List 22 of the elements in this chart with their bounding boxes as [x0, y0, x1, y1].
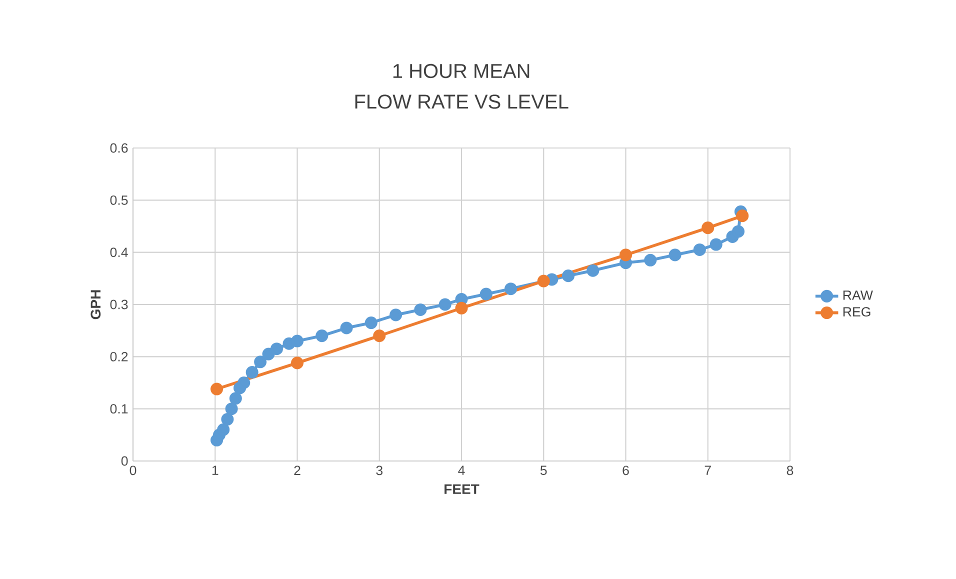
x-tick-label: 7	[704, 466, 711, 475]
y-tick-label: 0.2	[110, 352, 128, 362]
x-tick-label: 6	[622, 466, 629, 476]
x-tick-label: 3	[376, 466, 383, 476]
y-tick-label: 0	[121, 456, 128, 466]
y-tick-label: 0.4	[110, 248, 128, 258]
y-axis-title: GPH	[90, 290, 101, 320]
chart-title: 1 HOUR MEAN	[393, 64, 530, 78]
y-tick-label: 0.3	[110, 300, 128, 310]
x-tick-label: 1	[212, 466, 218, 475]
legend-label: RAW	[843, 290, 873, 300]
y-tick-label: 0.6	[110, 143, 128, 153]
y-tick-label: 0.1	[110, 404, 128, 414]
x-tick-label: 8	[786, 466, 794, 476]
x-axis-title: FEET	[444, 484, 480, 494]
chart-subtitle: FLOW RATE VS LEVEL	[355, 94, 568, 109]
legend-label: REG	[843, 307, 870, 317]
x-tick-label: 4	[458, 466, 465, 475]
y-tick-label: 0.5	[110, 195, 128, 205]
x-tick-label: 0	[130, 466, 136, 476]
x-tick-label: 5	[540, 466, 547, 476]
x-tick-label: 2	[294, 466, 300, 476]
